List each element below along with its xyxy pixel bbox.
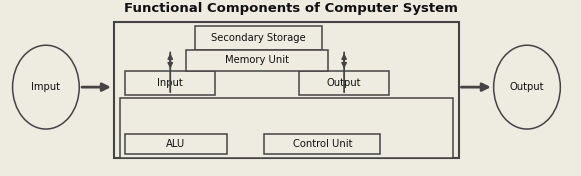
Bar [125, 134, 227, 154]
Text: Control Unit: Control Unit [293, 139, 352, 149]
Text: Memory Unit: Memory Unit [225, 55, 289, 65]
Bar [264, 134, 381, 154]
Text: Secondary Storage: Secondary Storage [211, 33, 306, 43]
Text: ALU: ALU [166, 139, 186, 149]
Bar [299, 71, 389, 95]
Text: Imput: Imput [31, 82, 60, 92]
Bar [195, 26, 322, 50]
Bar [120, 98, 453, 158]
Bar [125, 71, 215, 95]
Text: Output: Output [327, 78, 361, 88]
Ellipse shape [494, 45, 560, 129]
Bar [114, 22, 458, 158]
Text: Output: Output [510, 82, 544, 92]
Text: Input: Input [157, 78, 183, 88]
Ellipse shape [13, 45, 79, 129]
Text: Functional Components of Computer System: Functional Components of Computer System [124, 2, 457, 15]
Bar [186, 51, 328, 71]
